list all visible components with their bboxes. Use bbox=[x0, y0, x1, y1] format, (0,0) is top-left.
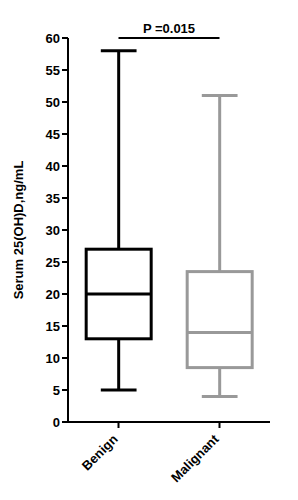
svg-text:10: 10 bbox=[46, 351, 60, 366]
svg-text:25: 25 bbox=[46, 255, 60, 270]
svg-text:30: 30 bbox=[46, 223, 60, 238]
svg-text:60: 60 bbox=[46, 31, 60, 46]
svg-text:5: 5 bbox=[53, 383, 60, 398]
svg-text:P =0.015: P =0.015 bbox=[143, 21, 195, 36]
svg-text:15: 15 bbox=[46, 319, 60, 334]
svg-text:Malignant: Malignant bbox=[168, 431, 222, 485]
svg-text:40: 40 bbox=[46, 159, 60, 174]
svg-text:50: 50 bbox=[46, 95, 60, 110]
svg-text:0: 0 bbox=[53, 415, 60, 430]
svg-text:55: 55 bbox=[46, 63, 60, 78]
svg-text:45: 45 bbox=[46, 127, 60, 142]
svg-text:35: 35 bbox=[46, 191, 60, 206]
svg-text:Benign: Benign bbox=[79, 431, 121, 473]
svg-text:Serum 25(OH)D,ng/mL: Serum 25(OH)D,ng/mL bbox=[11, 161, 26, 300]
svg-text:20: 20 bbox=[46, 287, 60, 302]
